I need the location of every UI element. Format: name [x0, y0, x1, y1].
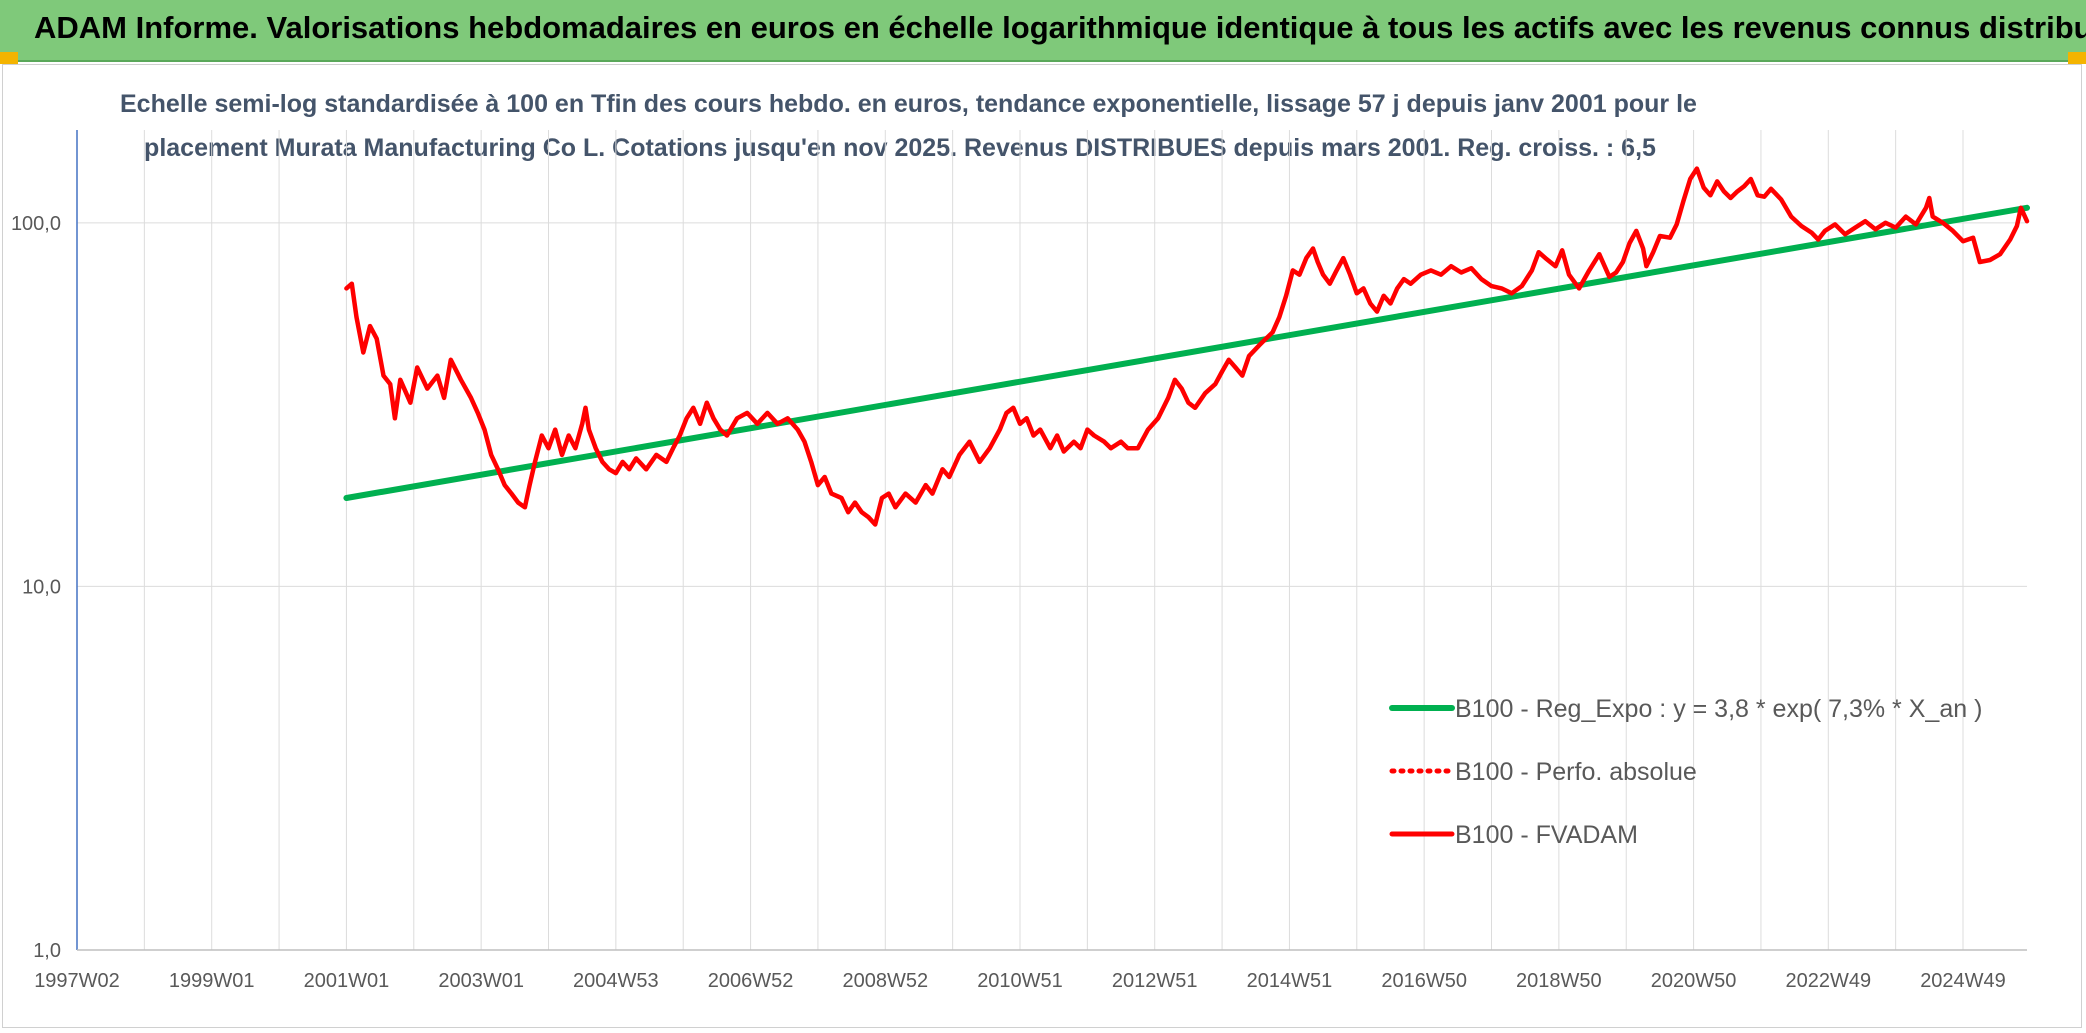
y-tick-label: 100,0	[11, 213, 61, 235]
y-tick-label: 10,0	[22, 576, 61, 598]
legend-label: B100 - Perfo. absolue	[1455, 758, 1697, 786]
chart-title-line-2: placement Murata Manufacturing Co L. Cot…	[144, 134, 1656, 162]
chart-grid	[76, 130, 2027, 951]
report-title: ADAM Informe. Valorisations hebdomadaire…	[34, 10, 2086, 45]
price-line	[344, 166, 2030, 527]
chart-series	[343, 166, 2030, 527]
x-tick-label: 2012W51	[1112, 970, 1198, 992]
chart-title-line-1: Echelle semi-log standardisée à 100 en T…	[120, 90, 1697, 118]
legend-label: B100 - FVADAM	[1455, 821, 1638, 849]
x-tick-label: 1997W02	[34, 970, 120, 992]
x-tick-label: 2003W01	[438, 970, 524, 992]
x-tick-label: 2014W51	[1247, 970, 1333, 992]
chart-legend: B100 - Reg_Expo : y = 3,8 * exp( 7,3% * …	[1389, 695, 1982, 849]
x-axis-tick-labels: 1997W02 1999W01 2001W01 2003W01 2004W53 2006W…	[34, 970, 2006, 992]
x-tick-label: 2016W50	[1381, 970, 1467, 992]
x-tick-label: 2024W49	[1920, 970, 2006, 992]
regression-trend-line	[343, 204, 2030, 501]
corner-marker-left	[0, 52, 18, 64]
x-tick-label: 2008W52	[842, 970, 928, 992]
x-tick-label: 1999W01	[169, 970, 255, 992]
report-header-banner: ADAM Informe. Valorisations hebdomadaire…	[0, 0, 2086, 62]
legend-label: B100 - Reg_Expo : y = 3,8 * exp( 7,3% * …	[1455, 695, 1982, 723]
y-tick-label: 1,0	[33, 940, 61, 962]
x-tick-label: 2001W01	[304, 970, 390, 992]
chart-frame	[2, 64, 2082, 1028]
x-tick-label: 2018W50	[1516, 970, 1602, 992]
x-tick-label: 2022W49	[1785, 970, 1871, 992]
x-tick-label: 2006W52	[708, 970, 794, 992]
x-tick-label: 2010W51	[977, 970, 1063, 992]
x-tick-label: 2004W53	[573, 970, 659, 992]
chart-axes	[76, 130, 2027, 951]
y-axis-tick-labels: 1,0 10,0 100,0	[11, 213, 61, 962]
x-tick-label: 2020W50	[1651, 970, 1737, 992]
corner-marker-right	[2068, 52, 2086, 64]
